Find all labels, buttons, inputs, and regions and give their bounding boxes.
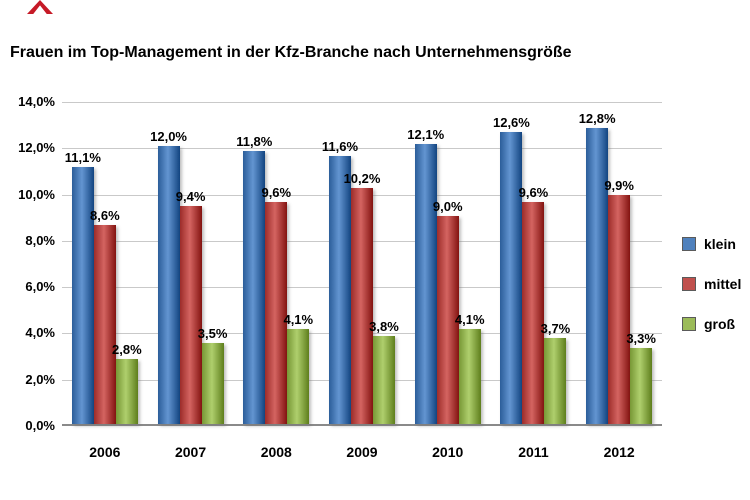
- value-label-mittel-2009: 10,2%: [343, 170, 381, 186]
- bar-klein-2008: [243, 150, 266, 424]
- value-label-mittel-2012: 9,9%: [604, 177, 634, 193]
- legend-swatch-mittel: [682, 277, 696, 291]
- value-label-groß-2006: 2,8%: [112, 342, 142, 358]
- value-label-mittel-2006: 8,6%: [90, 207, 120, 223]
- bar-mittel-2012: [608, 194, 631, 424]
- chart-title: Frauen im Top-Management in der Kfz-Bran…: [10, 44, 572, 61]
- bar-groß-2008: [287, 329, 310, 424]
- x-tick-label-2006: 2006: [89, 444, 121, 460]
- value-label-klein-2006: 11,1%: [64, 150, 101, 166]
- bar-groß-2009: [373, 336, 395, 424]
- bar-groß-2006: [115, 359, 138, 424]
- value-label-mittel-2010: 9,0%: [432, 198, 463, 214]
- legend-label-groß: groß: [704, 316, 736, 332]
- value-label-mittel-2008: 9,6%: [261, 184, 292, 200]
- bar-klein-2012: [586, 127, 609, 424]
- y-tick-label: 10,0%: [18, 186, 55, 202]
- gridline: [62, 148, 662, 150]
- value-label-mittel-2007: 9,4%: [175, 189, 206, 205]
- legend-item-klein: klein: [682, 236, 741, 252]
- bar-klein-2006: [71, 167, 94, 424]
- value-label-groß-2008: 4,1%: [283, 312, 314, 328]
- legend: klein mittel groß: [682, 236, 741, 356]
- value-label-klein-2011: 12,6%: [492, 115, 530, 131]
- value-label-groß-2011: 3,7%: [540, 321, 571, 337]
- bar-groß-2011: [544, 338, 567, 424]
- bar-mittel-2010: [436, 215, 459, 424]
- value-label-groß-2012: 3,3%: [626, 330, 656, 346]
- value-label-klein-2009: 11,6%: [321, 138, 359, 154]
- legend-swatch-groß: [682, 317, 696, 331]
- legend-label-mittel: mittel: [704, 276, 742, 292]
- x-tick-label-2009: 2009: [346, 444, 378, 460]
- legend-swatch-klein: [682, 237, 696, 251]
- bar-chart: 0,0% 2,0% 4,0% 6,0% 8,0% 10,0% 12,0% 14,0% 11,1…: [0, 88, 750, 488]
- x-tick-label-2010: 2010: [432, 444, 464, 460]
- bar-mittel-2006: [93, 224, 116, 424]
- y-axis: 0,0% 2,0% 4,0% 6,0% 8,0% 10,0% 12,0% 14,0%: [0, 94, 55, 433]
- y-tick-label: 6,0%: [25, 279, 55, 295]
- y-tick-label: 2,0%: [25, 371, 55, 387]
- bar-groß-2012: [630, 347, 653, 424]
- bar-groß-2007: [201, 343, 224, 424]
- y-tick-label: 0,0%: [25, 418, 55, 433]
- value-label-groß-2010: 4,1%: [454, 312, 485, 328]
- bar-mittel-2007: [179, 206, 202, 424]
- x-tick-label-2008: 2008: [260, 444, 292, 460]
- value-label-klein-2010: 12,1%: [407, 126, 445, 142]
- gridline: [62, 102, 662, 103]
- x-tick-label-2011: 2011: [518, 444, 549, 460]
- legend-item-mittel: mittel: [682, 276, 741, 292]
- x-tick-label-2012: 2012: [603, 444, 635, 460]
- bar-klein-2011: [500, 132, 523, 424]
- bar-mittel-2008: [265, 201, 288, 424]
- value-label-mittel-2011: 9,6%: [518, 184, 549, 200]
- plot-area: 11,1% 8,6% 2,8% 12,0% 9,4% 3,5% 11,8% 9,6% 4,1% 1…: [62, 102, 662, 426]
- legend-item-groß: groß: [682, 316, 741, 332]
- logo-fragment: [27, 0, 53, 14]
- y-tick-label: 14,0%: [18, 94, 55, 109]
- value-label-klein-2008: 11,8%: [236, 133, 273, 149]
- y-tick-label: 8,0%: [25, 232, 55, 248]
- y-tick-label: 4,0%: [25, 325, 55, 341]
- value-label-klein-2012: 12,8%: [578, 110, 616, 126]
- value-label-groß-2007: 3,5%: [197, 326, 228, 341]
- legend-label-klein: klein: [704, 236, 736, 252]
- bar-mittel-2011: [522, 201, 545, 424]
- bar-groß-2010: [458, 329, 481, 424]
- value-label-groß-2009: 3,8%: [369, 319, 399, 335]
- bar-mittel-2009: [351, 187, 373, 424]
- bar-klein-2010: [414, 143, 437, 424]
- x-tick-label-2007: 2007: [174, 444, 207, 460]
- bar-klein-2007: [157, 146, 180, 424]
- x-axis: 2006 2007 2008 2009 2010 2011 2012: [62, 436, 662, 468]
- y-tick-label: 12,0%: [18, 140, 55, 156]
- value-label-klein-2007: 12,0%: [150, 129, 187, 145]
- bar-klein-2009: [329, 155, 351, 424]
